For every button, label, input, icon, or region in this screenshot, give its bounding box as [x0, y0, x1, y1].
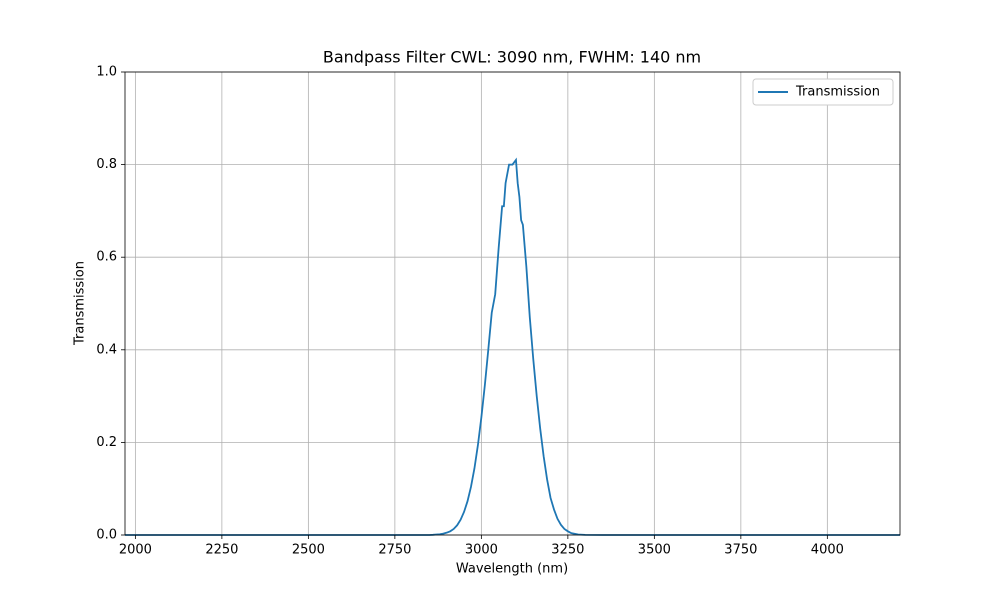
x-tick-label: 2000 [119, 543, 152, 558]
x-tick-label: 3000 [465, 543, 498, 558]
y-tick-label: 0.4 [96, 342, 117, 357]
y-tick-label: 0.6 [96, 250, 117, 265]
legend: Transmission [752, 78, 894, 106]
x-tick-label: 3500 [638, 543, 671, 558]
x-tick-label: 2250 [205, 543, 238, 558]
x-tick-label: 3250 [551, 543, 584, 558]
legend-box [752, 78, 894, 106]
y-tick-label: 0.2 [96, 435, 117, 450]
y-tick-label: 0.8 [96, 157, 117, 172]
y-tick-label: 0.0 [96, 528, 117, 543]
plot [125, 157, 900, 536]
y-axis-label: Transmission [73, 261, 88, 346]
x-tick-label: 2750 [378, 543, 411, 558]
line [125, 157, 900, 536]
legend-label: Transmission [795, 85, 880, 100]
x-tick-label: 3750 [724, 543, 757, 558]
x-tick-label: 2500 [292, 543, 325, 558]
plot-frame [124, 71, 901, 536]
y-tick-label: 1.0 [96, 65, 117, 80]
x-axis-label: Wavelength (nm) [456, 562, 568, 577]
chart-title: Bandpass Filter CWL: 3090 nm, FWHM: 140 … [323, 48, 701, 67]
x-tick-label: 4000 [811, 543, 844, 558]
